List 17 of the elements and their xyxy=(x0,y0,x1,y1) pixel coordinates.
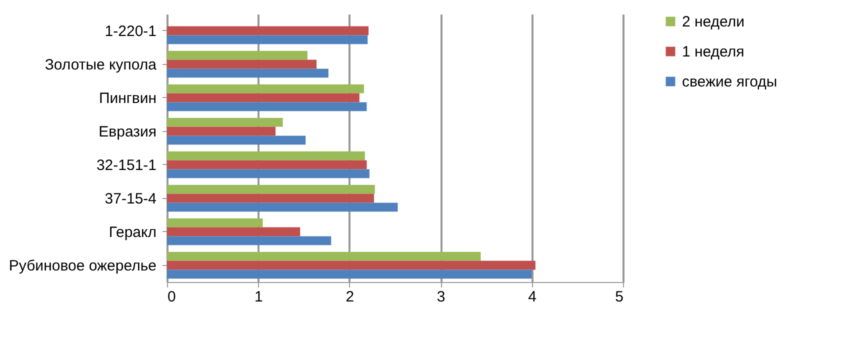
x-tick-label: 4 xyxy=(528,288,536,306)
x-tick-label: 1 xyxy=(254,288,263,306)
legend-label: 1 неделя xyxy=(682,44,744,60)
y-tick-label: 37-15-4 xyxy=(104,190,156,208)
y-tick-label: Евразия xyxy=(98,123,156,140)
x-tick-label: 0 xyxy=(168,288,176,306)
x-tick-label: 2 xyxy=(346,288,354,306)
y-tick-label: 1-220-1 xyxy=(104,22,156,40)
y-tick-label: Рубиновое ожерелье xyxy=(8,257,156,274)
legend-label: свежие ягоды xyxy=(682,74,778,90)
y-tick-label: Геракл xyxy=(108,224,156,241)
legend-label: 2 недели xyxy=(682,14,745,30)
x-tick-label: 3 xyxy=(436,288,446,306)
x-tick-label: 5 xyxy=(615,288,624,306)
y-tick-label: 32-151-1 xyxy=(96,156,156,174)
y-tick-label: Пингвин xyxy=(98,90,156,107)
y-tick-label: Золотые купола xyxy=(44,56,158,74)
